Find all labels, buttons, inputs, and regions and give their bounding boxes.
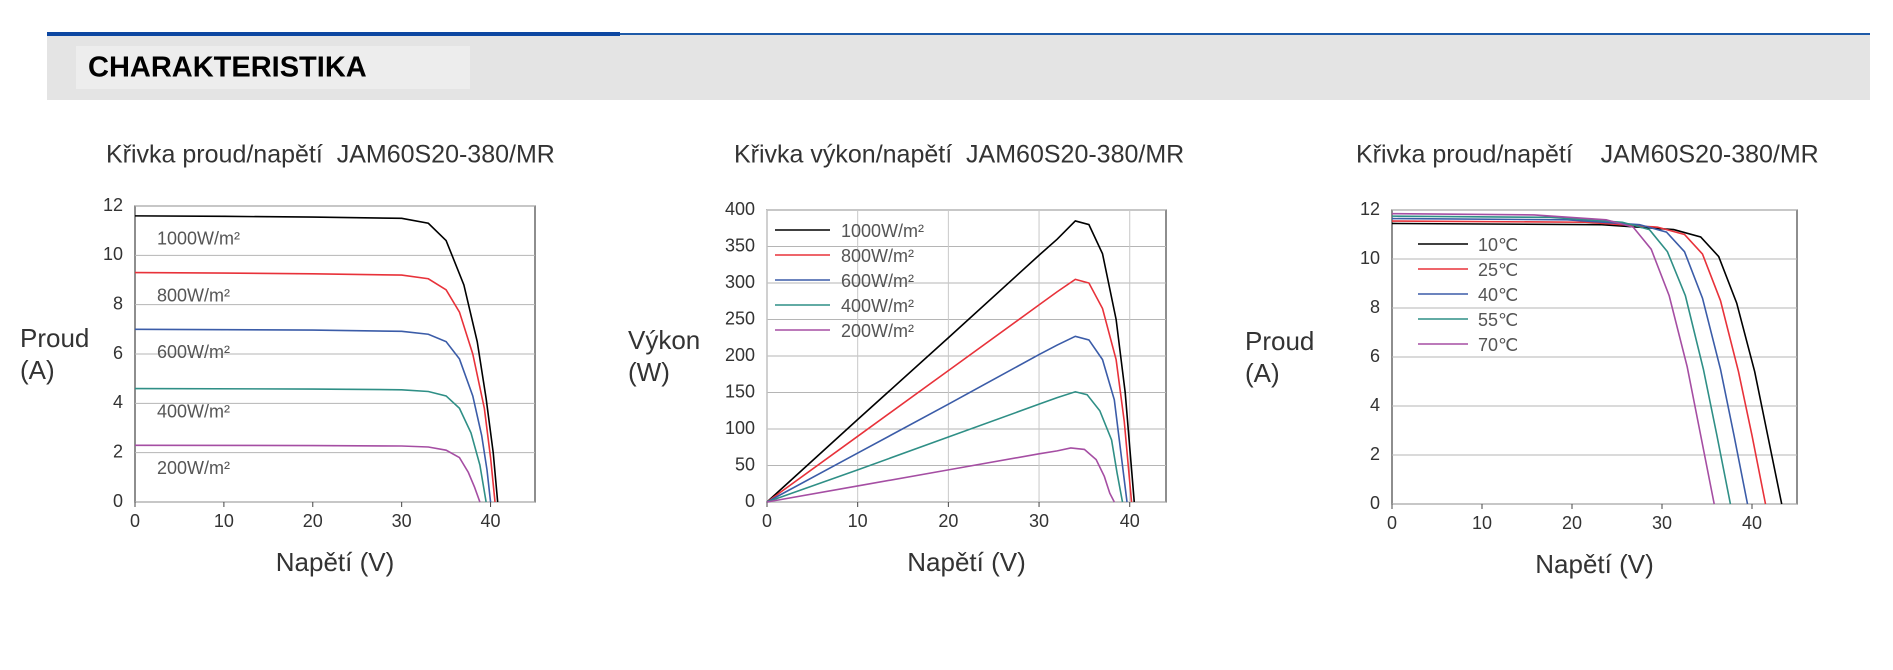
y-tick-label: 6	[113, 343, 123, 363]
x-tick-label: 0	[130, 511, 140, 531]
series-line	[1391, 222, 1783, 505]
y-tick-label: 350	[725, 235, 755, 255]
series-line	[134, 444, 481, 503]
y-tick-label: 0	[1370, 493, 1380, 513]
x-tick-label: 10	[214, 511, 234, 531]
x-axis-label: Napětí (V)	[276, 547, 395, 577]
x-tick-label: 0	[1387, 513, 1397, 533]
x-tick-label: 0	[762, 511, 772, 531]
y-tick-label: 2	[1370, 444, 1380, 464]
y-tick-label: 400	[725, 199, 755, 219]
series-line	[766, 220, 1136, 503]
y-tick-label: 0	[113, 491, 123, 511]
series-line	[134, 328, 492, 503]
x-tick-label: 40	[1120, 511, 1140, 531]
y-tick-label: 4	[113, 392, 123, 412]
series-line	[1391, 215, 1732, 505]
series-label: 600W/m²	[157, 342, 230, 362]
y-axis-label: Proud	[20, 323, 89, 353]
y-tick-label: 50	[735, 454, 755, 474]
legend-label: 10℃	[1478, 235, 1518, 255]
legend-label: 25℃	[1478, 260, 1518, 280]
x-axis-label: Napětí (V)	[1535, 549, 1654, 579]
y-tick-label: 8	[113, 293, 123, 313]
x-tick-label: 30	[1652, 513, 1672, 533]
x-tick-label: 40	[481, 511, 501, 531]
y-tick-label: 6	[1370, 346, 1380, 366]
y-tick-label: 10	[1360, 248, 1380, 268]
y-tick-label: 8	[1370, 297, 1380, 317]
series-label: 200W/m²	[157, 458, 230, 478]
y-tick-label: 4	[1370, 395, 1380, 415]
series-line	[766, 335, 1128, 503]
legend-label: 55℃	[1478, 310, 1518, 330]
y-tick-label: 12	[1360, 199, 1380, 219]
x-tick-label: 20	[938, 511, 958, 531]
series-label: 1000W/m²	[157, 229, 240, 249]
series-line	[766, 278, 1133, 503]
y-tick-label: 150	[725, 381, 755, 401]
series-line	[766, 390, 1124, 503]
y-tick-label: 300	[725, 272, 755, 292]
series-line	[766, 447, 1116, 503]
y-tick-label: 12	[103, 195, 123, 215]
y-tick-label: 10	[103, 244, 123, 264]
y-tick-label: 2	[113, 441, 123, 461]
y-axis-label: Proud	[1245, 326, 1314, 356]
legend-label: 600W/m²	[841, 271, 914, 291]
x-tick-label: 30	[392, 511, 412, 531]
series-label: 800W/m²	[157, 285, 230, 305]
y-tick-label: 0	[745, 491, 755, 511]
series-line	[134, 271, 496, 503]
y-axis-label: (A)	[1245, 358, 1280, 388]
chart-title: Křivka proud/napětí JAM60S20-380/MR	[106, 141, 555, 169]
x-axis-label: Napětí (V)	[907, 547, 1026, 577]
y-axis-label: (W)	[628, 357, 670, 387]
header-title: CHARAKTERISTIKA	[88, 52, 367, 84]
chart-title: Křivka výkon/napětí JAM60S20-380/MR	[734, 141, 1184, 169]
header-title-box	[76, 46, 470, 89]
legend-label: 40℃	[1478, 285, 1518, 305]
series-line	[1391, 217, 1749, 505]
x-tick-label: 40	[1742, 513, 1762, 533]
legend-label: 70℃	[1478, 335, 1518, 355]
legend-label: 1000W/m²	[841, 221, 924, 241]
x-tick-label: 10	[848, 511, 868, 531]
legend-label: 800W/m²	[841, 246, 914, 266]
series-line	[1391, 212, 1715, 505]
x-tick-label: 20	[1562, 513, 1582, 533]
y-tick-label: 250	[725, 308, 755, 328]
x-tick-label: 20	[303, 511, 323, 531]
series-label: 400W/m²	[157, 401, 230, 421]
chart-title: Křivka proud/napětí JAM60S20-380/MR	[1356, 141, 1819, 169]
y-tick-label: 100	[725, 418, 755, 438]
y-axis-label: (A)	[20, 355, 55, 385]
legend-label: 400W/m²	[841, 296, 914, 316]
legend-label: 200W/m²	[841, 321, 914, 341]
series-line	[1391, 220, 1767, 505]
x-tick-label: 10	[1472, 513, 1492, 533]
series-line	[134, 215, 499, 503]
y-tick-label: 200	[725, 345, 755, 365]
y-axis-label: Výkon	[628, 325, 700, 355]
x-tick-label: 30	[1029, 511, 1049, 531]
series-line	[134, 387, 487, 503]
